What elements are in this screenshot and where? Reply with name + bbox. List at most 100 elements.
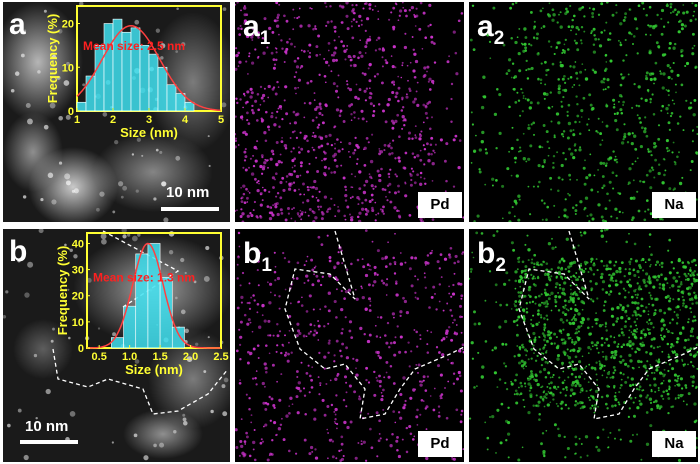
element-dot: [445, 142, 449, 146]
element-dot: [692, 273, 695, 277]
element-dot: [665, 139, 669, 143]
histogram-bar: [184, 101, 195, 112]
element-dot: [670, 77, 673, 80]
element-dot: [398, 210, 401, 212]
element-dot: [251, 33, 255, 37]
element-dot: [568, 147, 571, 151]
element-dot: [691, 47, 694, 50]
element-dot: [323, 57, 326, 60]
element-dot: [585, 176, 589, 180]
element-dot: [612, 98, 616, 102]
element-dot: [590, 260, 593, 263]
panel-a2-na-map: a2 Na: [469, 2, 698, 222]
element-dot: [378, 419, 381, 423]
element-dot: [547, 68, 550, 72]
element-dot: [671, 99, 674, 102]
element-dot: [678, 285, 681, 288]
element-dot: [630, 295, 634, 299]
element-dot: [622, 138, 625, 141]
element-dot: [574, 384, 578, 388]
element-dot: [257, 108, 261, 112]
element-dot: [351, 36, 355, 40]
particle: [38, 229, 44, 234]
particle: [112, 332, 117, 337]
element-dot: [263, 17, 267, 21]
element-dot: [652, 346, 656, 350]
element-dot: [396, 435, 399, 439]
element-dot: [256, 56, 260, 59]
element-dot: [310, 7, 313, 10]
element-dot: [520, 276, 524, 280]
element-dot: [527, 288, 531, 292]
element-dot: [562, 350, 566, 354]
element-dot: [647, 258, 651, 262]
element-dot: [624, 310, 628, 314]
element-dot: [573, 290, 577, 294]
element-dot: [592, 263, 596, 267]
element-dot: [571, 360, 574, 364]
element-dot: [514, 389, 518, 393]
element-dot: [544, 83, 547, 86]
element-dot: [615, 216, 619, 220]
element-dot: [538, 336, 541, 339]
element-dot: [664, 169, 667, 172]
element-dot: [491, 177, 495, 181]
element-dot: [273, 294, 277, 297]
element-dot: [560, 257, 564, 261]
element-dot: [548, 336, 552, 340]
element-dot: [357, 117, 360, 120]
element-dot: [368, 3, 372, 7]
element-dot: [637, 104, 641, 108]
element-dot: [580, 234, 583, 237]
particle: [112, 210, 116, 214]
element-dot: [323, 355, 327, 359]
element-dot: [277, 160, 281, 164]
element-dot: [292, 8, 295, 11]
element-dot: [514, 161, 517, 164]
element-dot: [385, 195, 387, 198]
element-dot: [667, 353, 670, 356]
element-dot: [469, 267, 473, 271]
element-dot: [631, 433, 634, 437]
element-dot: [237, 231, 241, 235]
element-dot: [476, 385, 478, 387]
element-dot: [584, 159, 586, 162]
element-dot: [584, 435, 589, 439]
element-dot: [411, 137, 414, 140]
particle: [175, 296, 178, 300]
element-dot: [288, 405, 291, 407]
element-dot: [502, 43, 506, 47]
element-dot: [604, 88, 607, 91]
element-dot: [478, 170, 482, 174]
element-dot: [561, 178, 564, 181]
particle: [69, 411, 76, 417]
element-dot: [246, 119, 249, 122]
element-dot: [259, 164, 263, 169]
element-dot: [583, 405, 586, 408]
element-dot: [662, 390, 665, 394]
element-dot: [264, 366, 268, 370]
element-dot: [276, 80, 279, 84]
element-dot: [327, 351, 330, 355]
particle: [131, 153, 135, 156]
element-dot: [669, 297, 672, 300]
element-dot: [306, 186, 309, 189]
element-dot: [604, 67, 608, 71]
particle: [27, 118, 33, 125]
element-dot: [240, 418, 243, 420]
element-dot: [614, 260, 618, 264]
element-dot: [667, 104, 670, 107]
element-dot: [457, 19, 461, 23]
element-dot: [601, 374, 604, 377]
element-dot: [693, 420, 697, 424]
element-dot: [236, 2, 239, 4]
element-dot: [243, 21, 247, 25]
element-dot: [541, 432, 545, 435]
element-dot: [573, 343, 576, 346]
element-dot: [586, 317, 590, 321]
element-dot: [257, 260, 260, 263]
element-dot: [642, 309, 646, 313]
particle: [210, 409, 214, 414]
element-dot: [508, 211, 511, 215]
element-dot: [605, 329, 608, 332]
